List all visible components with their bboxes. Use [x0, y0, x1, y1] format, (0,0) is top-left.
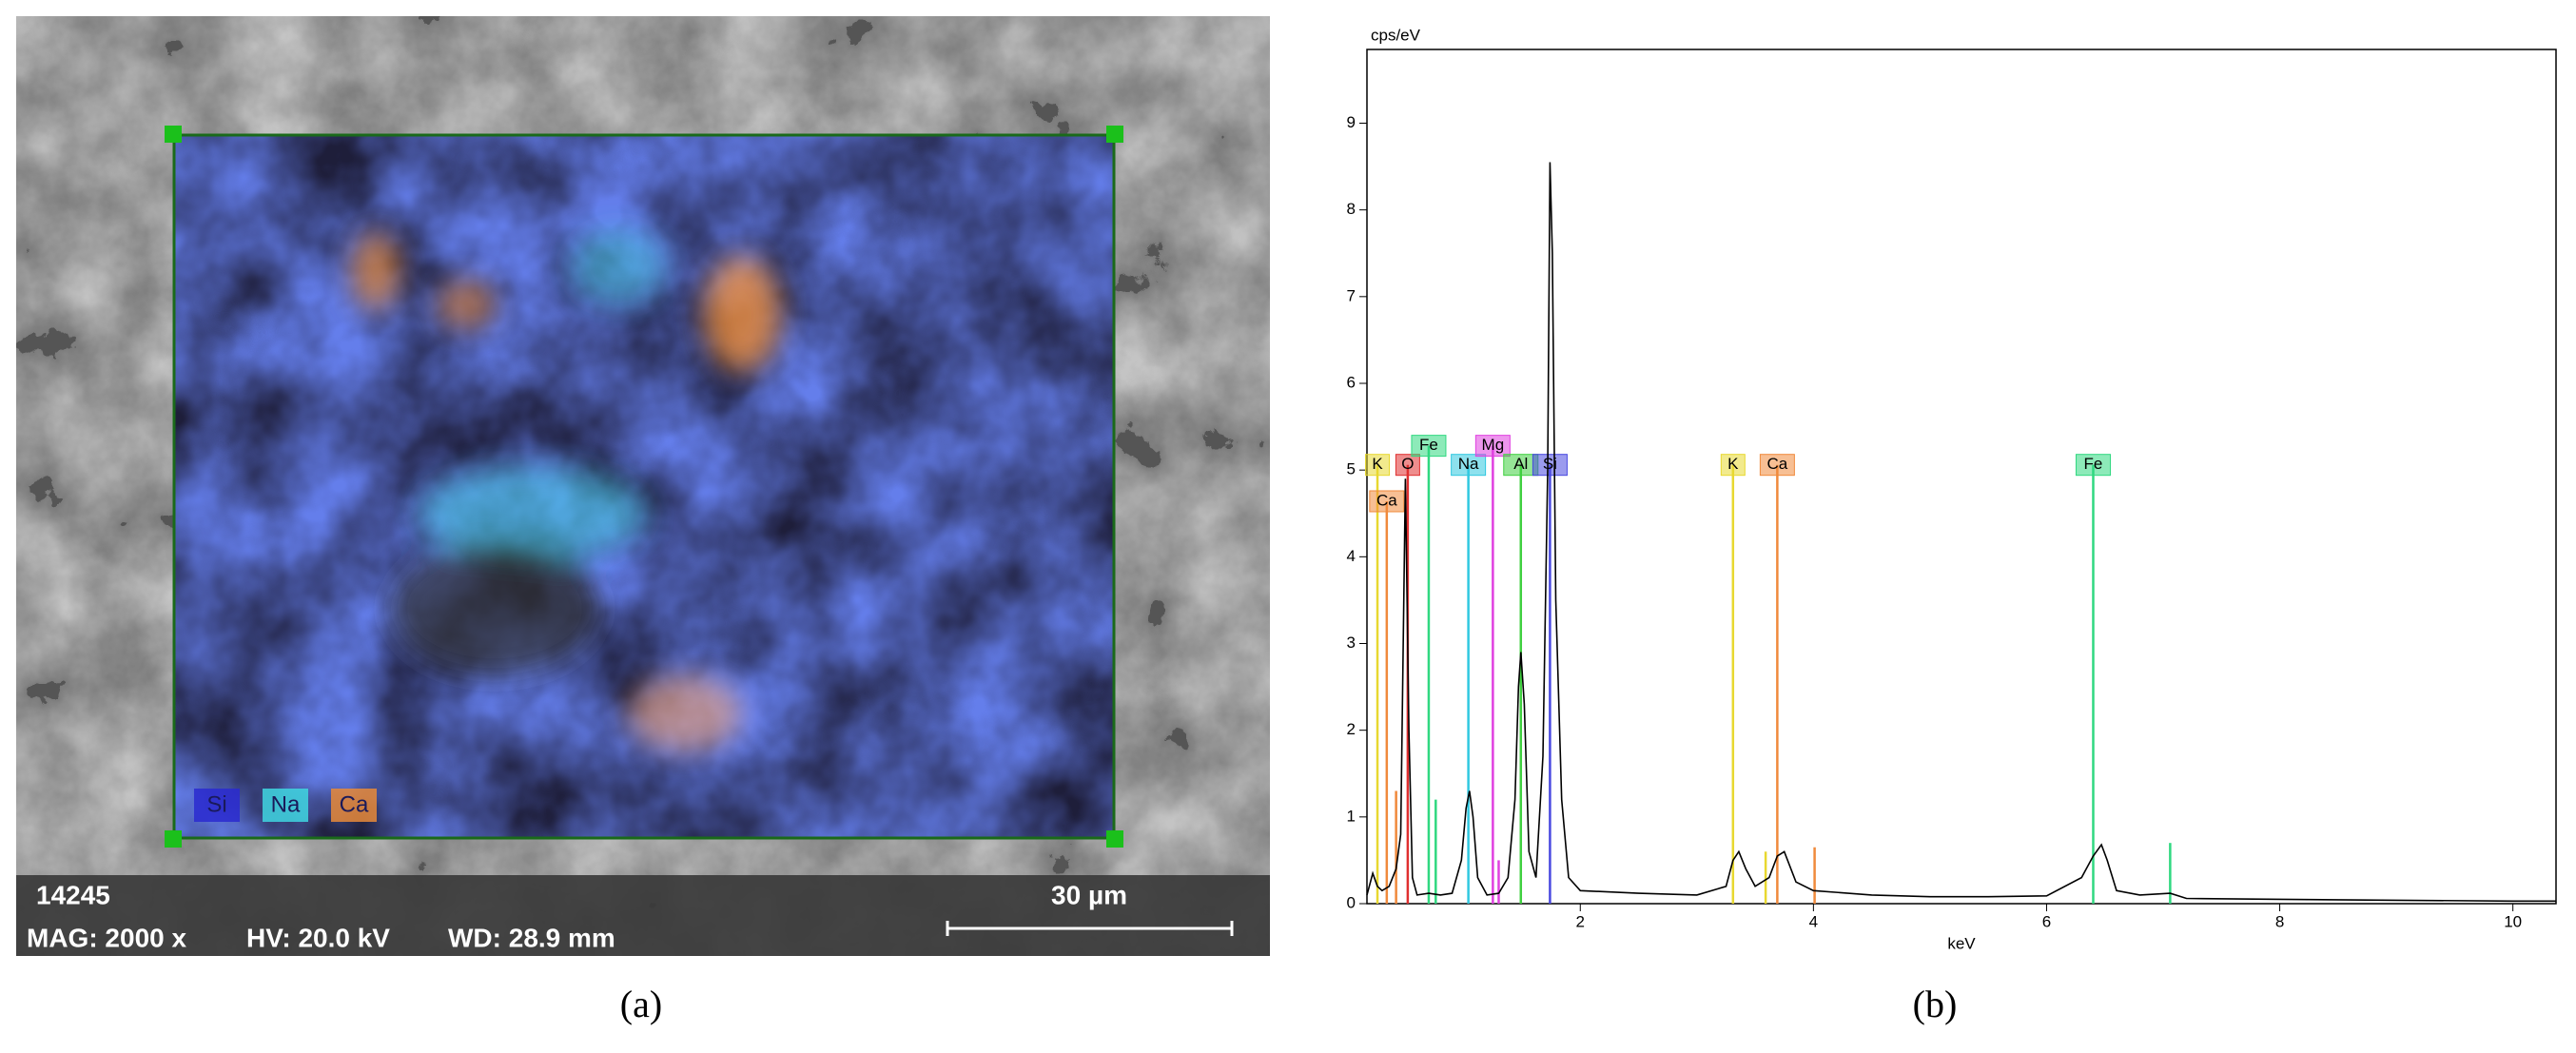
- y-tick-label: 3: [1347, 634, 1356, 652]
- x-axis-label: keV: [1947, 934, 1976, 952]
- y-tick-label: 4: [1347, 547, 1356, 565]
- shadow: [390, 542, 599, 675]
- y-tick-label: 9: [1347, 113, 1356, 131]
- corner: [1106, 126, 1123, 143]
- legend-label: Ca: [340, 791, 369, 817]
- y-axis-label: cps/eV: [1371, 26, 1421, 44]
- na-spot: [571, 228, 666, 304]
- element-label: Al: [1513, 455, 1528, 473]
- ca-spot: [704, 257, 780, 371]
- y-tick-label: 6: [1347, 373, 1356, 391]
- corner: [165, 126, 182, 143]
- plot-frame: [1366, 49, 2557, 905]
- ca-spot: [628, 675, 742, 751]
- y-tick-label: 7: [1347, 286, 1356, 304]
- x-tick-label: 2: [1576, 912, 1585, 930]
- element-tag: [1365, 454, 1391, 477]
- map-hotspots: [352, 228, 780, 751]
- element-tag: [1369, 490, 1405, 513]
- element-label: K: [1372, 455, 1383, 473]
- scale-label: 30 µm: [1051, 880, 1127, 909]
- element-tag: [1451, 454, 1487, 477]
- element-tag: [1395, 454, 1420, 477]
- legend-swatch: [331, 789, 377, 822]
- x-tick-label: 6: [2042, 912, 2051, 930]
- y-tick-label: 8: [1347, 200, 1356, 218]
- scale-bar: [946, 921, 1234, 936]
- element-tag: [1759, 454, 1795, 477]
- element-tag: [1720, 454, 1746, 477]
- magnification: MAG: 2000 x: [27, 923, 186, 952]
- legend-label: Na: [271, 791, 301, 817]
- element-tag: [1474, 435, 1511, 458]
- y-tick-label: 5: [1347, 460, 1356, 478]
- ca-spot: [352, 233, 400, 309]
- caption: (a): [620, 983, 662, 1025]
- working-distance: WD: 28.9 mm: [448, 923, 615, 952]
- element-label: Mg: [1482, 436, 1505, 454]
- sem-panel: Si Na Ca 14245 MAG: 2000 x HV: 20.0 kV WD:…: [16, 16, 1270, 1025]
- element-label: Fe: [2084, 455, 2103, 473]
- caption: (b): [1913, 983, 1958, 1025]
- na-spot: [419, 466, 647, 561]
- corner: [1106, 830, 1123, 848]
- element-label: O: [1401, 455, 1414, 473]
- y-tick-label: 2: [1347, 720, 1356, 738]
- element-label: K: [1727, 455, 1739, 473]
- map-frame: [172, 133, 1116, 840]
- element-label: Ca: [1767, 455, 1788, 473]
- map-legend: Si Na Ca: [194, 789, 377, 822]
- x-tick-label: 10: [2504, 912, 2522, 930]
- element-tag: [1532, 454, 1568, 477]
- x-tick-label: 8: [2275, 912, 2284, 930]
- spectrum-line: [1366, 162, 2556, 903]
- ca-spot: [438, 281, 495, 328]
- legend-swatch: [194, 789, 240, 822]
- legend-swatch: [263, 789, 308, 822]
- corner: [165, 830, 182, 848]
- info-bar: [16, 875, 1270, 956]
- element-tag: [1411, 435, 1447, 458]
- x-tick-label: 4: [1809, 912, 1818, 930]
- element-label: Na: [1458, 455, 1479, 473]
- legend-label: Si: [206, 791, 226, 817]
- element-label: Si: [1543, 455, 1557, 473]
- voltage: HV: 20.0 kV: [246, 923, 390, 952]
- element-label: Ca: [1376, 491, 1397, 509]
- y-tick-label: 1: [1347, 807, 1356, 825]
- y-tick-label: 0: [1347, 893, 1356, 911]
- element-tag: [2075, 454, 2111, 477]
- element-label: Fe: [1419, 436, 1438, 454]
- sample-id: 14245: [36, 880, 110, 909]
